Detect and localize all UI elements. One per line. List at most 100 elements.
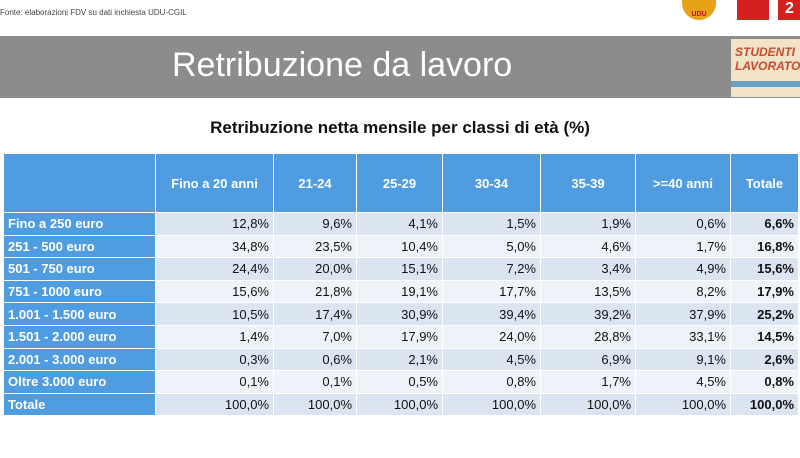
value-cell: 24,0%: [442, 324, 541, 349]
value-cell: 17,4%: [273, 302, 357, 326]
badge-line-1: STUDENTI: [735, 45, 795, 59]
table-row: Fino a 250 euro 12,8% 9,6% 4,1% 1,5% 1,9% 0,6%…: [3, 212, 799, 236]
value-cell: 37,9%: [635, 302, 731, 326]
value-cell: 4,9%: [635, 257, 731, 281]
table-row: 1.001 - 1.500 euro 10,5% 17,4% 30,9% 39,4% 39…: [3, 302, 799, 326]
value-cell: 33,1%: [635, 324, 731, 349]
red-logo-2: 2: [778, 0, 800, 20]
value-cell: 12,8%: [155, 212, 274, 236]
badge-line-2: LAVORATORI: [735, 59, 800, 73]
row-label: 501 - 750 euro: [3, 257, 156, 281]
value-cell: 1,7%: [635, 234, 731, 259]
value-cell: 15,6%: [155, 279, 274, 304]
value-cell: 2,1%: [356, 347, 443, 372]
row-label: Totale: [3, 392, 156, 417]
value-cell: 4,5%: [635, 370, 731, 394]
studenti-lavoratori-badge: STUDENTI LAVORATORI: [731, 39, 800, 97]
red-logo: [737, 0, 769, 20]
value-cell: 9,6%: [273, 212, 357, 236]
udu-logo-text: UDU: [691, 11, 707, 18]
value-cell: 24,4%: [155, 257, 274, 281]
value-cell: 10,4%: [356, 234, 443, 259]
value-cell: 17,9%: [356, 324, 443, 349]
row-label: 1.501 - 2.000 euro: [3, 324, 156, 349]
value-cell: 15,1%: [356, 257, 443, 281]
value-cell: 100,0%: [273, 392, 357, 417]
value-cell: 28,8%: [540, 324, 636, 349]
value-cell: 100,0%: [540, 392, 636, 417]
value-cell: 8,2%: [635, 279, 731, 304]
value-cell: 17,7%: [442, 279, 541, 304]
table-row: Oltre 3.000 euro 0,1% 0,1% 0,5% 0,8% 1,7% 4,5%…: [3, 370, 799, 394]
value-cell: 6,9%: [540, 347, 636, 372]
row-label: 751 - 1000 euro: [3, 279, 156, 304]
value-cell: 0,8%: [442, 370, 541, 394]
header-cell: >=40 anni: [635, 153, 731, 213]
value-cell: 7,2%: [442, 257, 541, 281]
row-label: 1.001 - 1.500 euro: [3, 302, 156, 326]
row-label: 2.001 - 3.000 euro: [3, 347, 156, 372]
red-logo-2-text: 2: [785, 0, 794, 17]
value-cell: 13,5%: [540, 279, 636, 304]
value-cell: 21,8%: [273, 279, 357, 304]
value-cell: 23,5%: [273, 234, 357, 259]
table-row: 501 - 750 euro 24,4% 20,0% 15,1% 7,2% 3,4% 4,9…: [3, 257, 799, 281]
value-cell: 20,0%: [273, 257, 357, 281]
row-label: Fino a 250 euro: [3, 212, 156, 236]
header-cell: 30-34: [442, 153, 541, 213]
table-row: 1.501 - 2.000 euro 1,4% 7,0% 17,9% 24,0% 28,8…: [3, 324, 799, 349]
total-cell: 6,6%: [730, 212, 799, 236]
row-label: Oltre 3.000 euro: [3, 370, 156, 394]
row-label: 251 - 500 euro: [3, 234, 156, 259]
value-cell: 9,1%: [635, 347, 731, 372]
value-cell: 10,5%: [155, 302, 274, 326]
header-cell: 25-29: [356, 153, 443, 213]
salary-table: Fino a 20 anni 21-24 25-29 30-34 35-39 >…: [3, 153, 799, 417]
value-cell: 30,9%: [356, 302, 443, 326]
value-cell: 19,1%: [356, 279, 443, 304]
total-cell: 2,6%: [730, 347, 799, 372]
table-row: Totale 100,0% 100,0% 100,0% 100,0% 100,0% 100,…: [3, 392, 799, 417]
header-cell: Totale: [730, 153, 799, 213]
value-cell: 39,2%: [540, 302, 636, 326]
value-cell: 1,9%: [540, 212, 636, 236]
table-row: 2.001 - 3.000 euro 0,3% 0,6% 2,1% 4,5% 6,9% 9,…: [3, 347, 799, 372]
value-cell: 1,7%: [540, 370, 636, 394]
value-cell: 0,6%: [273, 347, 357, 372]
value-cell: 7,0%: [273, 324, 357, 349]
table-subtitle: Retribuzione netta mensile per classi di…: [210, 118, 590, 137]
value-cell: 100,0%: [635, 392, 731, 417]
page-title: Retribuzione da lavoro: [172, 46, 513, 84]
value-cell: 100,0%: [155, 392, 274, 417]
table-row: 251 - 500 euro 34,8% 23,5% 10,4% 5,0% 4,6% 1,7…: [3, 234, 799, 259]
value-cell: 5,0%: [442, 234, 541, 259]
header-cell: 21-24: [273, 153, 357, 213]
value-cell: 3,4%: [540, 257, 636, 281]
badge-stripe: [731, 81, 800, 87]
value-cell: 4,6%: [540, 234, 636, 259]
value-cell: 100,0%: [356, 392, 443, 417]
title-bar: Retribuzione da lavoro: [0, 36, 800, 98]
value-cell: 1,4%: [155, 324, 274, 349]
value-cell: 34,8%: [155, 234, 274, 259]
value-cell: 0,1%: [273, 370, 357, 394]
total-cell: 0,8%: [730, 370, 799, 394]
header-cell: [3, 153, 156, 213]
value-cell: 0,5%: [356, 370, 443, 394]
header-cell: Fino a 20 anni: [155, 153, 274, 213]
total-cell: 100,0%: [730, 392, 799, 417]
header-cell: 35-39: [540, 153, 636, 213]
total-cell: 25,2%: [730, 302, 799, 326]
table-row: 751 - 1000 euro 15,6% 21,8% 19,1% 17,7% 13,5%…: [3, 279, 799, 304]
value-cell: 0,3%: [155, 347, 274, 372]
value-cell: 4,1%: [356, 212, 443, 236]
total-cell: 14,5%: [730, 324, 799, 349]
source-note: Fonte: elaborazioni FDV su dati inchiest…: [0, 8, 187, 17]
value-cell: 100,0%: [442, 392, 541, 417]
value-cell: 4,5%: [442, 347, 541, 372]
value-cell: 0,6%: [635, 212, 731, 236]
total-cell: 15,6%: [730, 257, 799, 281]
total-cell: 16,8%: [730, 234, 799, 259]
value-cell: 39,4%: [442, 302, 541, 326]
udu-logo: UDU: [682, 0, 716, 20]
